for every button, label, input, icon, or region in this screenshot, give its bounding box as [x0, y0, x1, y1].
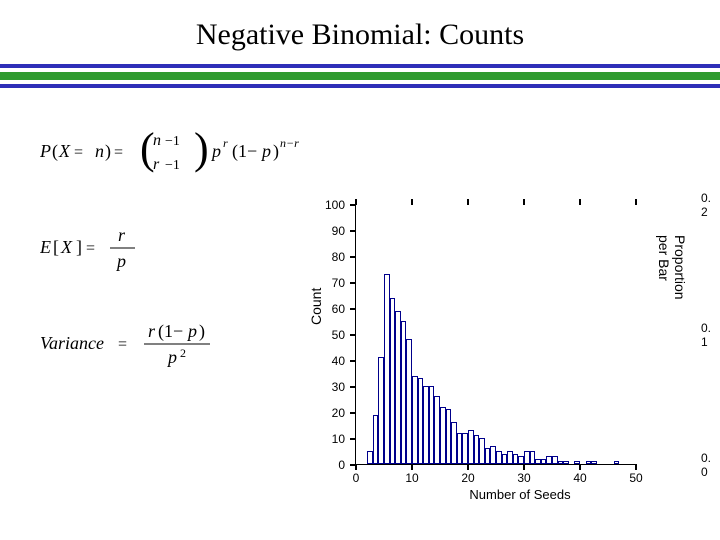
formula-expectation: E [ X ] = r p: [40, 221, 320, 275]
x-tick: [579, 464, 581, 470]
svg-text:=: =: [118, 336, 127, 353]
svg-text:n−r: n−r: [280, 136, 299, 150]
y-tick: [350, 256, 356, 258]
x-tick-label: 30: [517, 471, 530, 485]
y-tick-label: 20: [332, 406, 345, 420]
y-tick-label: 60: [332, 302, 345, 316]
x-tick-top: [523, 199, 525, 205]
histogram-bar: [614, 461, 620, 464]
histogram-chart: Count Proportion per Bar Number of Seeds…: [300, 195, 700, 515]
svg-text:(1−: (1−: [158, 321, 183, 342]
x-tick-label: 40: [573, 471, 586, 485]
x-tick-top: [579, 199, 581, 205]
x-tick-label: 10: [405, 471, 418, 485]
svg-text:): ): [194, 125, 209, 173]
y-tick-label: 50: [332, 328, 345, 342]
x-tick: [467, 464, 469, 470]
svg-text:p: p: [166, 347, 177, 367]
plot-area: 01020304050607080901000. 00. 10. 2010203…: [355, 205, 635, 465]
y-tick-label: 100: [325, 198, 345, 212]
y-tick-label: 0: [338, 458, 345, 472]
y-tick-label: 80: [332, 250, 345, 264]
y-tick: [350, 308, 356, 310]
y-tick-label: 70: [332, 276, 345, 290]
svg-text:): ): [105, 141, 111, 162]
x-tick: [635, 464, 637, 470]
y-tick-label: 90: [332, 224, 345, 238]
y-tick-label: 40: [332, 354, 345, 368]
x-tick-top: [411, 199, 413, 205]
y2-tick-label: 0. 0: [701, 451, 711, 479]
svg-text:−1: −1: [165, 134, 180, 149]
divider-rules: [0, 64, 720, 88]
x-tick-top: [467, 199, 469, 205]
x-tick-label: 20: [461, 471, 474, 485]
svg-text:=: =: [86, 240, 95, 257]
svg-text:p: p: [186, 321, 197, 341]
slide-title: Negative Binomial: Counts: [0, 18, 720, 52]
y2-tick-label: 0. 1: [701, 321, 711, 349]
histogram-bar: [574, 461, 580, 464]
svg-text:2: 2: [180, 346, 186, 360]
svg-text:Variance: Variance: [40, 333, 104, 353]
svg-text:r: r: [148, 321, 156, 341]
x-tick-label: 0: [353, 471, 360, 485]
svg-text:p: p: [115, 251, 126, 271]
x-tick-label: 50: [629, 471, 642, 485]
y-tick: [350, 386, 356, 388]
svg-text:E: E: [40, 237, 51, 257]
y-axis-label-right: Proportion per Bar: [656, 235, 688, 300]
y-tick: [350, 282, 356, 284]
y-tick: [350, 412, 356, 414]
svg-text:=: =: [114, 144, 123, 161]
svg-text:(1−: (1−: [232, 141, 257, 162]
x-tick: [411, 464, 413, 470]
x-tick-top: [635, 199, 637, 205]
svg-text:p: p: [260, 141, 271, 161]
y-tick-label: 10: [332, 432, 345, 446]
formula-block: P ( X = n ) = ( ) n −1 r −1 p r (1− p ) …: [40, 125, 320, 415]
y-tick: [350, 230, 356, 232]
y-tick: [350, 334, 356, 336]
y-axis-label-left: Count: [308, 288, 324, 325]
formula-pmf: P ( X = n ) = ( ) n −1 r −1 p r (1− p ) …: [40, 125, 320, 179]
svg-text:−1: −1: [165, 158, 180, 173]
svg-text:[: [: [53, 237, 59, 257]
svg-text:X: X: [58, 141, 71, 161]
svg-text:r: r: [118, 225, 126, 245]
y-tick-label: 30: [332, 380, 345, 394]
svg-text:P: P: [40, 141, 51, 161]
svg-text:=: =: [74, 144, 83, 161]
svg-text:n: n: [153, 132, 161, 149]
svg-text:r: r: [153, 156, 160, 173]
y-tick: [350, 438, 356, 440]
title-band: Negative Binomial: Counts: [0, 0, 720, 52]
x-tick: [355, 464, 357, 470]
x-tick-top: [355, 199, 357, 205]
histogram-bar: [591, 461, 597, 464]
svg-text:]: ]: [76, 237, 82, 257]
y2-tick-label: 0. 2: [701, 191, 711, 219]
x-axis-label: Number of Seeds: [320, 487, 720, 502]
x-tick: [523, 464, 525, 470]
y-tick: [350, 360, 356, 362]
svg-text:): ): [199, 321, 205, 342]
svg-text:n: n: [95, 141, 104, 161]
histogram-bar: [563, 461, 569, 464]
svg-text:(: (: [52, 141, 58, 162]
svg-text:r: r: [223, 136, 228, 150]
svg-text:): ): [273, 141, 279, 162]
formula-variance: Variance = r (1− p ) p 2: [40, 317, 320, 373]
rule-outer-bot: [0, 84, 720, 88]
svg-text:p: p: [210, 141, 221, 161]
svg-text:X: X: [60, 237, 73, 257]
